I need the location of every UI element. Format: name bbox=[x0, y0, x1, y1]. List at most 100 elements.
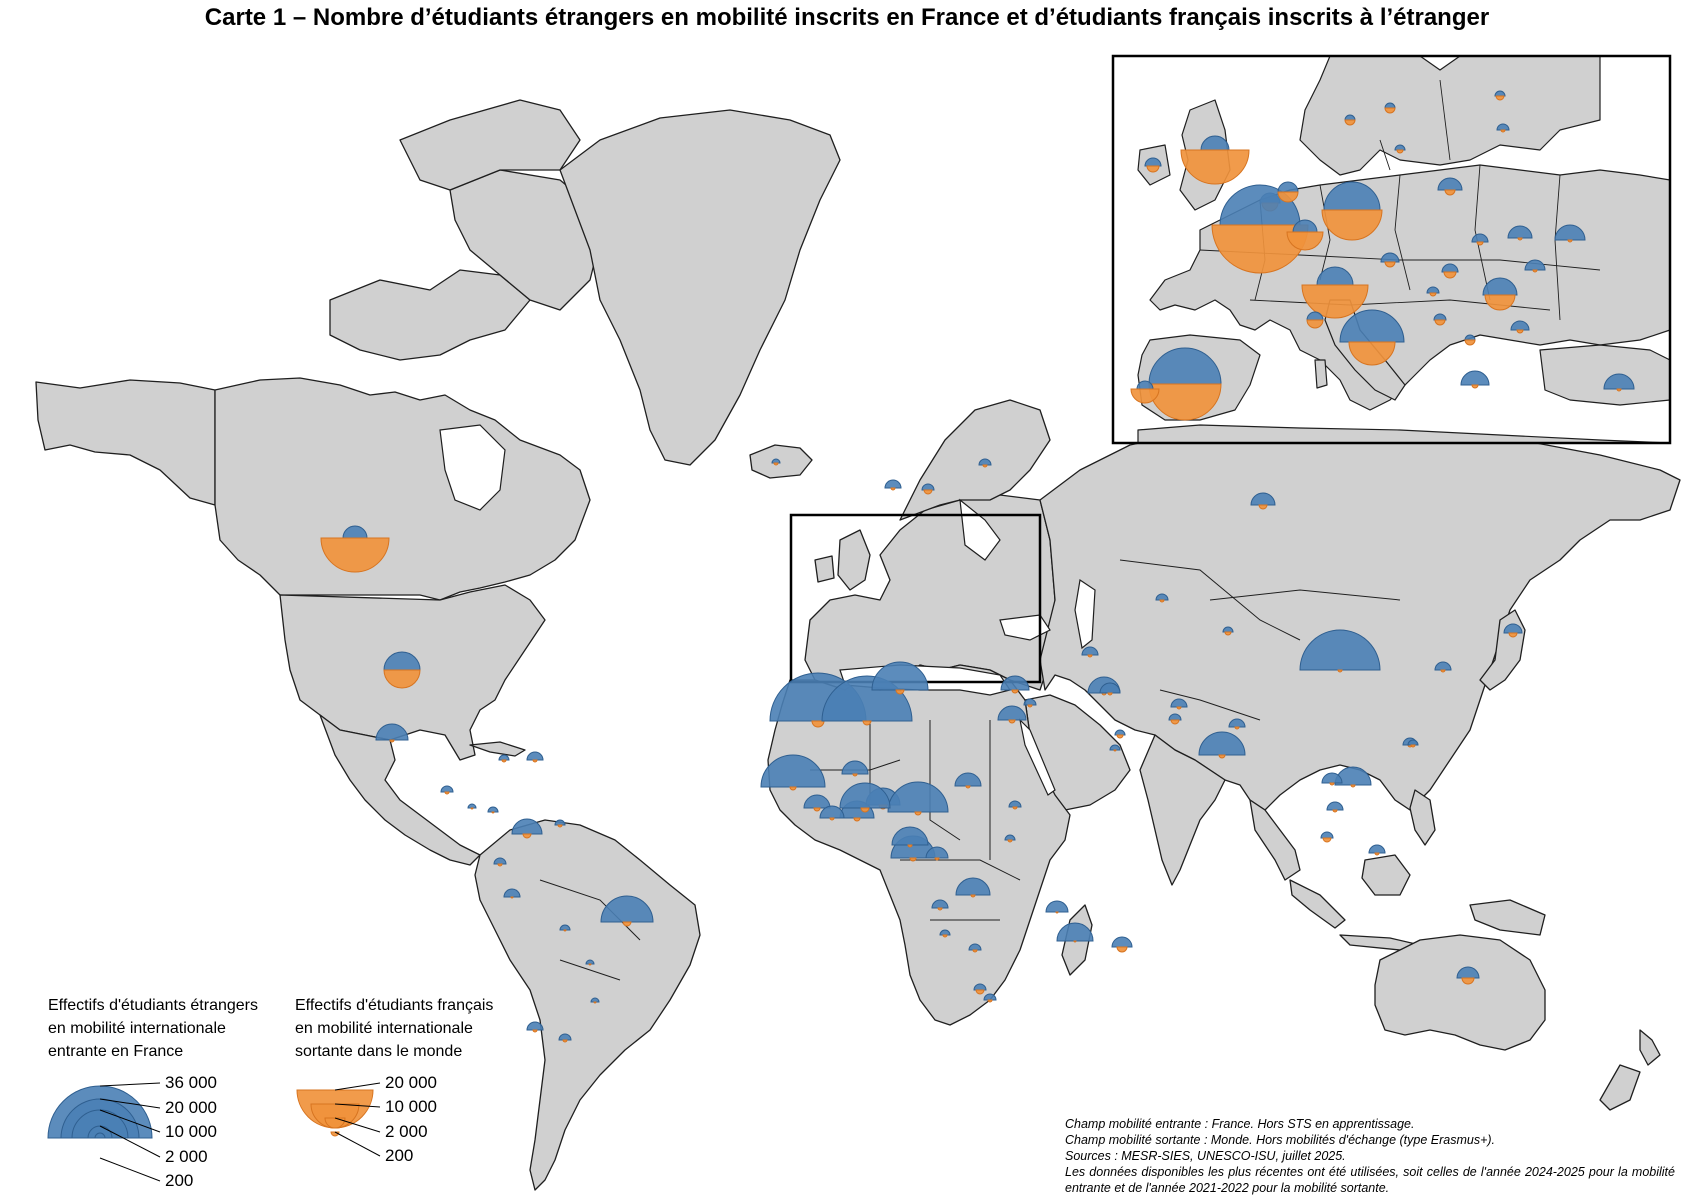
symbol-guatemala[interactable] bbox=[440, 785, 454, 795]
symbol-finland[interactable] bbox=[978, 458, 992, 468]
symbol-uzbekistan[interactable] bbox=[1170, 698, 1188, 710]
symbol-argentina[interactable] bbox=[558, 1033, 572, 1043]
symbol-pakistan[interactable] bbox=[1228, 718, 1246, 730]
inset-symbol-czech[interactable] bbox=[1471, 233, 1489, 246]
inset-symbol-portugal[interactable] bbox=[1130, 380, 1160, 404]
symbol-paraguay[interactable] bbox=[585, 959, 595, 966]
symbol-comoros[interactable] bbox=[1045, 900, 1069, 914]
inset-symbol-sweden-in[interactable] bbox=[1384, 102, 1396, 114]
symbol-saudi[interactable] bbox=[1109, 744, 1121, 752]
inset-symbol-bosnia[interactable] bbox=[1433, 313, 1447, 326]
symbol-guinea-bissau[interactable] bbox=[819, 805, 845, 821]
symbol-uruguay[interactable] bbox=[590, 997, 600, 1004]
symbol-brazil[interactable] bbox=[600, 895, 654, 927]
symbol-russia[interactable] bbox=[1250, 492, 1276, 510]
inset-symbol-italy[interactable] bbox=[1339, 309, 1405, 366]
inset-symbol-denmark[interactable] bbox=[1344, 114, 1356, 126]
inset-symbol-monaco[interactable] bbox=[1306, 311, 1324, 329]
inset-symbol-poland[interactable] bbox=[1437, 177, 1463, 196]
inset-symbol-romania[interactable] bbox=[1482, 277, 1518, 311]
inset-symbol-netherlands[interactable] bbox=[1277, 181, 1299, 203]
symbol-egypt[interactable] bbox=[997, 705, 1027, 724]
symbol-norway[interactable] bbox=[884, 479, 902, 491]
symbol-chile[interactable] bbox=[526, 1021, 544, 1033]
land-canada bbox=[214, 377, 591, 601]
symbol-guinea[interactable] bbox=[803, 794, 831, 812]
symbol-korea[interactable] bbox=[1434, 661, 1452, 673]
inset-symbol-latvia[interactable] bbox=[1494, 90, 1506, 101]
symbol-laos[interactable] bbox=[1321, 772, 1343, 786]
inset-symbol-turkey[interactable] bbox=[1603, 373, 1635, 392]
symbol-madagascar[interactable] bbox=[1056, 922, 1094, 943]
symbol-burkina[interactable] bbox=[839, 782, 891, 813]
symbol-ecuador[interactable] bbox=[493, 857, 507, 867]
inset-symbol-austria[interactable] bbox=[1380, 252, 1400, 268]
symbol-usa[interactable] bbox=[383, 651, 421, 689]
symbol-india[interactable] bbox=[1198, 731, 1246, 759]
inset-symbol-bulgaria[interactable] bbox=[1510, 320, 1530, 334]
symbol-chad[interactable] bbox=[887, 781, 949, 816]
symbol-sudan[interactable] bbox=[954, 772, 982, 789]
inset-symbol-estonia[interactable] bbox=[1496, 123, 1510, 133]
inset-symbol-ireland[interactable] bbox=[1144, 157, 1162, 173]
inset-symbol-uk[interactable] bbox=[1180, 135, 1250, 185]
symbol-bolivia[interactable] bbox=[559, 924, 571, 932]
symbol-congo[interactable] bbox=[931, 899, 949, 911]
symbol-kazakhstan[interactable] bbox=[1155, 593, 1169, 603]
symbol-australia[interactable] bbox=[1456, 966, 1480, 985]
inset-symbol-croatia[interactable] bbox=[1426, 286, 1440, 297]
inset-symbol-luxembourg[interactable] bbox=[1286, 219, 1324, 251]
symbol-china[interactable] bbox=[1299, 629, 1381, 673]
symbol-cameroon-2[interactable] bbox=[925, 846, 949, 861]
symbol-mexico[interactable] bbox=[375, 723, 409, 743]
symbol-south-africa[interactable] bbox=[973, 983, 987, 995]
symbol-honduras[interactable] bbox=[467, 803, 477, 810]
symbol-malaysia[interactable] bbox=[1368, 844, 1386, 856]
inset-symbol-serbia[interactable] bbox=[1464, 334, 1476, 346]
inset-symbol-moldova[interactable] bbox=[1524, 259, 1546, 273]
symbol-canada[interactable] bbox=[320, 525, 390, 573]
symbol-peru[interactable] bbox=[503, 888, 521, 899]
symbol-drc[interactable] bbox=[955, 877, 991, 898]
inset-symbol-france-belgium[interactable] bbox=[1211, 184, 1309, 274]
symbol-mauritania[interactable] bbox=[841, 760, 869, 777]
symbol-israel[interactable] bbox=[1000, 675, 1030, 694]
inset-symbol-slovakia[interactable] bbox=[1507, 225, 1533, 241]
symbol-sweden[interactable] bbox=[921, 483, 935, 495]
symbol-qatar[interactable] bbox=[1114, 729, 1126, 739]
inset-symbol-hungary[interactable] bbox=[1441, 263, 1459, 279]
symbol-hong-kong[interactable] bbox=[1407, 739, 1419, 748]
symbol-colombia[interactable] bbox=[511, 818, 543, 839]
symbol-iceland[interactable] bbox=[771, 458, 781, 466]
symbol-turkey-east[interactable] bbox=[1099, 682, 1121, 696]
symbol-ethiopia[interactable] bbox=[1008, 800, 1022, 810]
symbol-benin[interactable] bbox=[891, 826, 929, 848]
symbol-gabon[interactable] bbox=[939, 929, 951, 938]
symbol-venezuela[interactable] bbox=[554, 819, 566, 828]
inset-symbol-spain[interactable] bbox=[1148, 347, 1222, 421]
inset-symbol-ukraine[interactable] bbox=[1554, 224, 1586, 243]
symbol-thailand[interactable] bbox=[1320, 831, 1334, 843]
inset-symbol-germany[interactable] bbox=[1321, 181, 1383, 241]
symbol-haiti[interactable] bbox=[526, 751, 544, 763]
symbol-cuba[interactable] bbox=[498, 754, 510, 763]
symbol-uae[interactable] bbox=[1168, 713, 1182, 725]
symbol-kenya[interactable] bbox=[1004, 834, 1016, 843]
symbol-mozambique[interactable] bbox=[968, 943, 982, 953]
inset-symbol-switzerland[interactable] bbox=[1301, 266, 1369, 319]
legend-incoming-leader-4 bbox=[99, 1157, 161, 1182]
symbol-senegal[interactable] bbox=[760, 754, 826, 791]
inset-symbol-greece[interactable] bbox=[1460, 370, 1490, 389]
symbol-costa-rica[interactable] bbox=[487, 806, 499, 814]
symbol-tunisia[interactable] bbox=[871, 661, 929, 695]
symbol-zambia[interactable] bbox=[983, 993, 997, 1003]
symbol-mongolia[interactable] bbox=[1222, 626, 1234, 636]
symbol-lebanon[interactable] bbox=[1023, 698, 1037, 708]
symbol-cambodia[interactable] bbox=[1326, 801, 1344, 813]
symbol-georgia[interactable] bbox=[1081, 646, 1099, 658]
land-europe bbox=[804, 494, 1056, 691]
inset-symbol-lithuania[interactable] bbox=[1394, 144, 1406, 154]
symbol-japan[interactable] bbox=[1503, 623, 1523, 638]
symbol-reunion[interactable] bbox=[1111, 936, 1133, 953]
